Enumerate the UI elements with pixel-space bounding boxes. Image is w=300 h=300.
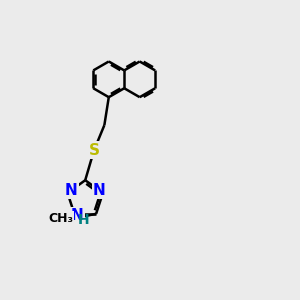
Text: N: N [71, 208, 84, 223]
Text: H: H [78, 213, 90, 227]
Text: N: N [93, 183, 106, 198]
Text: N: N [65, 183, 77, 198]
Text: CH₃: CH₃ [48, 212, 73, 225]
Text: S: S [88, 143, 100, 158]
